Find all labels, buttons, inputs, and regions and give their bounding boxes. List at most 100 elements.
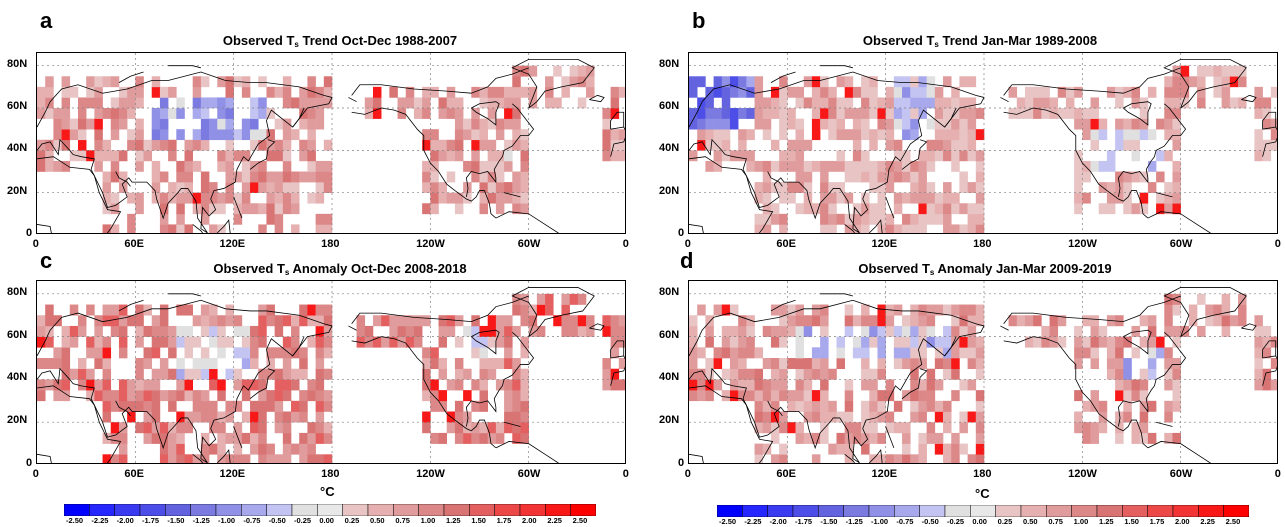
grid-cell (225, 315, 234, 327)
grid-cell (61, 118, 71, 130)
grid-cell (877, 336, 886, 348)
grid-cell (893, 97, 903, 109)
grid-cell (200, 76, 210, 88)
colorbar-label: 0.25 (344, 516, 360, 525)
grid-cell (315, 336, 325, 348)
grid-cell (754, 160, 764, 172)
grid-cell (463, 129, 472, 141)
grid-cell (135, 315, 144, 327)
grid-cell (877, 358, 886, 370)
grid-cell (828, 97, 837, 109)
grid-cell (877, 304, 886, 316)
grid-cell (241, 86, 251, 98)
colorbar-label: 1.00 (420, 516, 436, 525)
grid-cell (811, 454, 821, 463)
grid-cell (689, 315, 698, 327)
grid-cell (53, 379, 62, 391)
grid-cell (323, 336, 333, 348)
grid-cell (291, 171, 300, 183)
grid-cell (520, 65, 529, 77)
grid-cell (1074, 108, 1083, 119)
grid-cell (315, 400, 325, 412)
title-sub-d: s (929, 268, 935, 277)
grid-cell (852, 171, 862, 183)
grid-cell (602, 150, 611, 162)
grid-cell (844, 454, 854, 463)
grid-cell (184, 304, 193, 316)
grid-cell (770, 390, 780, 402)
grid-cell (602, 315, 611, 327)
grid-cell (1033, 97, 1042, 109)
grid-cell (967, 97, 977, 109)
grid-cell (1090, 129, 1100, 141)
grid-cell (143, 400, 153, 412)
grid-cell (951, 368, 960, 380)
grid-cell (934, 97, 944, 109)
map-a-svg (37, 53, 625, 233)
grid-cell (877, 390, 886, 402)
grid-cell (561, 325, 570, 337)
grid-cell (463, 422, 472, 434)
grid-cell (618, 336, 625, 348)
grid-cell (746, 368, 755, 380)
grid-cell (422, 129, 431, 141)
grid-cell (454, 192, 464, 204)
grid-cell (291, 182, 300, 193)
grid-cell (697, 76, 706, 88)
coastline (471, 101, 500, 126)
grid-cell (811, 411, 821, 423)
colorbar-swatch (843, 505, 870, 517)
grid-cell (258, 304, 267, 316)
grid-cell (209, 411, 218, 423)
grid-cell (1147, 182, 1157, 193)
grid-cell (110, 150, 120, 162)
grid-cell (754, 454, 764, 463)
grid-cell (762, 97, 772, 109)
grid-cell (504, 150, 513, 162)
grid-cell (479, 379, 488, 391)
grid-cell (967, 411, 977, 423)
grid-cell (438, 150, 448, 162)
grid-cell (504, 160, 513, 172)
grid-cell (1074, 182, 1083, 193)
grid-cell (413, 336, 423, 348)
grid-cell (241, 358, 251, 370)
grid-cell (250, 182, 259, 193)
grid-cell (110, 422, 120, 434)
grid-cell (61, 129, 71, 141)
grid-cell (820, 203, 829, 215)
grid-cell (943, 400, 952, 412)
grid-cell (844, 160, 854, 172)
colorbar-label: 2.25 (1200, 517, 1215, 526)
grid-cell (274, 224, 284, 233)
grid-cell (94, 108, 103, 119)
grid-cell (1106, 336, 1116, 348)
grid-cell (926, 315, 936, 327)
grid-cell (274, 390, 284, 402)
grid-cell (1131, 118, 1140, 130)
grid-cell (721, 108, 731, 119)
grid-cell (520, 171, 529, 183)
grid-cell (176, 358, 185, 370)
grid-cell (471, 379, 480, 391)
grid-cell (184, 139, 193, 151)
colorbar-label: 2.00 (1175, 517, 1190, 526)
grid-cell (713, 118, 723, 130)
grid-cell (217, 97, 226, 109)
grid-cell (1123, 358, 1132, 370)
grid-cell (902, 86, 911, 98)
lat-tick-label: 80N (7, 285, 28, 298)
grid-cell (94, 325, 103, 337)
grid-cell (315, 304, 325, 316)
grid-cell (94, 76, 103, 88)
grid-cell (528, 304, 538, 316)
grid-cell (307, 76, 316, 88)
panel-title-c: Observed Ts Anomaly Oct-Dec 2008-2018 (170, 262, 510, 280)
grid-cell (1090, 336, 1100, 348)
grid-cell (910, 454, 919, 463)
grid-cell (877, 347, 886, 359)
grid-cell (869, 139, 878, 151)
grid-cell (787, 315, 796, 327)
grid-cell (1024, 108, 1034, 119)
grid-cell (943, 422, 952, 434)
